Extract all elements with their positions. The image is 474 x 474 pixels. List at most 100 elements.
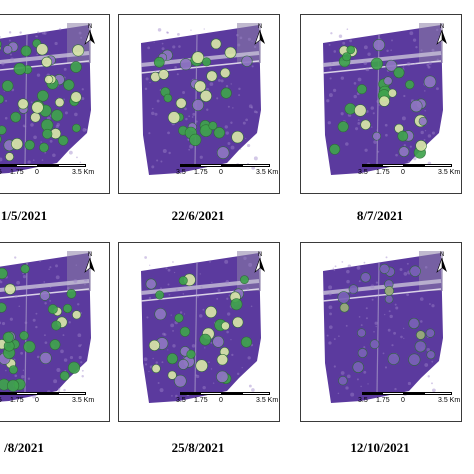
scale-segment: [16, 164, 38, 167]
pivot-field: [415, 139, 427, 152]
scale-segment: [424, 392, 452, 395]
north-label: N: [257, 24, 263, 30]
scale-tick-label: 0: [401, 397, 405, 404]
pivot-field: [20, 264, 30, 274]
pivot-field: [42, 128, 53, 140]
pivot-field: [31, 101, 44, 114]
scale-tick-label: 3.5: [358, 397, 368, 404]
pivot-field: [186, 349, 196, 359]
scale-tick-label: 3.5: [0, 169, 2, 176]
pivot-field: [0, 40, 2, 48]
pivot-field: [67, 361, 81, 374]
pivot-field: [192, 99, 204, 112]
scale-segment: [242, 164, 270, 167]
pivot-field: [167, 370, 177, 380]
scale-segment: [222, 392, 242, 395]
scale-tick-label: 3.5 Km: [438, 169, 461, 176]
pivot-field: [206, 70, 218, 82]
pivot-field: [30, 112, 41, 123]
scale-bar: 3.5 1.75 0 3.5 Km: [358, 164, 472, 182]
pivot-field: [387, 352, 400, 365]
pivot-field: [415, 330, 426, 340]
pivot-field: [360, 119, 371, 130]
pivot-field: [210, 38, 222, 50]
scale-tick-label: 0: [219, 397, 223, 404]
north-arrow: N: [436, 252, 448, 279]
north-arrow-icon: [254, 29, 265, 45]
scale-tick-label: 3.5 Km: [256, 169, 279, 176]
panel-date-label: 1/5/2021: [0, 208, 48, 223]
pivot-field: [231, 130, 244, 144]
pivot-field: [58, 135, 69, 146]
north-arrow: N: [84, 252, 96, 279]
north-arrow-icon: [84, 29, 95, 45]
pivot-field: [397, 130, 409, 142]
pivot-field: [372, 38, 386, 52]
pivot-field: [39, 142, 49, 153]
pivot-field: [369, 339, 380, 350]
pivot-field: [145, 278, 157, 290]
pivot-field: [408, 353, 421, 366]
scale-tick-label: 3.5: [176, 397, 186, 404]
pivot-field: [66, 289, 77, 299]
pivot-field: [51, 109, 64, 122]
north-arrow: N: [84, 24, 96, 51]
pivot-field: [388, 88, 397, 98]
pivot-field: [179, 58, 192, 71]
pivot-field: [398, 146, 410, 157]
north-label: N: [257, 252, 263, 258]
pivot-field: [37, 90, 49, 102]
pivot-field: [410, 99, 423, 113]
north-arrow-icon: [436, 257, 447, 273]
map-image: [322, 23, 443, 175]
pivot-field: [166, 353, 178, 365]
pivot-field: [153, 56, 165, 68]
pivot-field: [151, 364, 161, 374]
pivot-field: [408, 317, 420, 329]
north-label: N: [439, 24, 445, 30]
pivot-field: [4, 283, 16, 295]
scale-tick-label: 3.5 Km: [256, 397, 279, 404]
pivot-field: [195, 359, 208, 372]
pivot-field: [19, 330, 29, 341]
pivot-field: [230, 298, 243, 311]
scale-tick-label: 1.75: [194, 169, 208, 176]
pivot-field: [337, 291, 350, 304]
scale-segment: [0, 164, 16, 167]
pivot-field: [62, 303, 73, 314]
pivot-field: [221, 321, 230, 331]
pivot-field: [5, 152, 14, 162]
scale-tick-label: 3.5: [176, 169, 186, 176]
scale-segment: [58, 164, 86, 167]
pivot-field: [39, 351, 52, 365]
pivot-field: [63, 79, 75, 91]
scale-tick-label: 3.5: [358, 169, 368, 176]
north-arrow-icon: [436, 29, 447, 45]
pivot-field: [49, 339, 61, 351]
pivot-field: [23, 340, 36, 353]
scale-tick-label: 0: [35, 169, 39, 176]
scale-tick-label: 1.75: [10, 397, 24, 404]
pivot-field: [11, 138, 24, 150]
north-label: N: [87, 252, 93, 258]
scale-bar: 3.5 1.75 0 3.5 Km: [358, 392, 472, 410]
pivot-field: [3, 45, 13, 55]
pivot-field: [20, 45, 32, 57]
pivot-field: [357, 348, 368, 358]
pivot-field: [179, 326, 191, 337]
pivot-field: [213, 126, 226, 139]
pivot-field: [13, 62, 26, 76]
pivot-field: [24, 139, 35, 151]
pivot-field: [54, 97, 65, 108]
pivot-field: [72, 44, 85, 57]
panel-date-label: 22/6/2021: [171, 208, 225, 223]
pivot-field: [8, 365, 18, 375]
scale-segment: [362, 164, 382, 167]
pivot-field: [72, 310, 82, 320]
scale-tick-label: 1.75: [376, 169, 390, 176]
pivot-field: [348, 284, 359, 295]
pivot-field: [158, 69, 169, 80]
pivot-field: [174, 374, 187, 388]
pivot-field: [44, 75, 54, 85]
panel-date-label: 25/8/2021: [171, 440, 225, 455]
